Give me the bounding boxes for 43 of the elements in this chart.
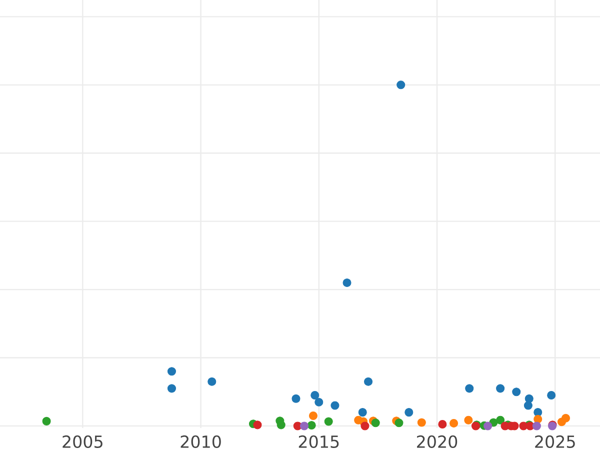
point: [364, 377, 373, 386]
x-tick-label: 2015: [298, 435, 339, 448]
point: [438, 420, 447, 429]
point: [292, 394, 300, 403]
point: [396, 80, 406, 90]
point: [394, 418, 404, 428]
point: [360, 422, 370, 430]
point: [167, 367, 176, 376]
point: [512, 388, 521, 396]
point: [450, 418, 458, 428]
point: [404, 408, 414, 417]
point: [308, 411, 318, 420]
point: [307, 421, 316, 430]
point: [484, 422, 492, 430]
x-tick-label: 2020: [417, 435, 458, 448]
point: [547, 390, 556, 400]
point: [330, 401, 340, 410]
x-tick-label: 2025: [535, 435, 575, 448]
x-tick-label: 2005: [62, 435, 102, 448]
point: [561, 414, 570, 422]
point: [524, 401, 532, 410]
point: [532, 422, 541, 430]
point: [342, 278, 352, 287]
point: [371, 418, 380, 428]
point: [276, 420, 286, 430]
x-tick-label: 2010: [180, 435, 221, 448]
point: [314, 398, 324, 406]
point: [534, 414, 542, 424]
point: [253, 420, 262, 430]
point: [496, 416, 505, 424]
point: [417, 418, 426, 427]
point: [208, 377, 216, 386]
point: [465, 384, 474, 393]
point: [167, 384, 176, 393]
point: [358, 408, 367, 417]
point: [496, 384, 505, 393]
point: [310, 390, 320, 400]
point: [324, 417, 333, 426]
point: [42, 416, 51, 426]
point: [464, 416, 473, 424]
point: [300, 422, 309, 430]
point: [524, 394, 534, 403]
point: [534, 408, 542, 417]
